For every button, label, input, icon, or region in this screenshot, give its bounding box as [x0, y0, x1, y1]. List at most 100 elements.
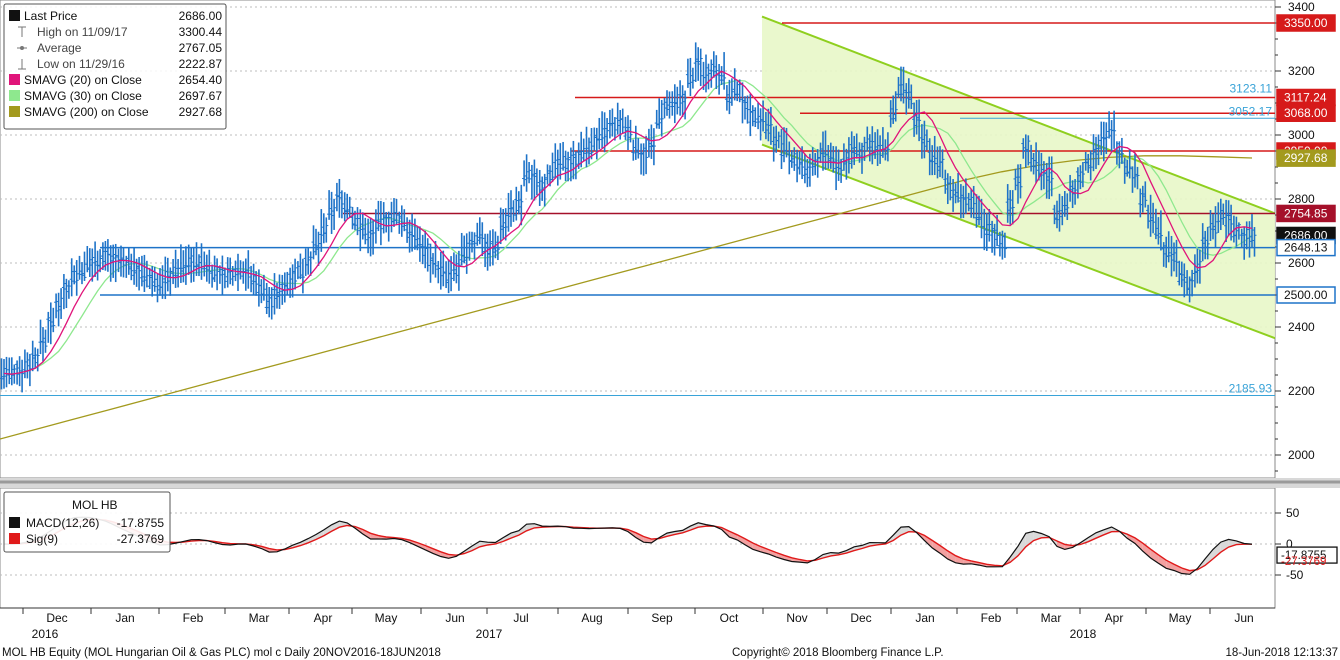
macd-fill-segment	[300, 538, 309, 546]
channel-upper-line	[761, 15, 1275, 215]
macd-y-tick-label: 0	[1286, 537, 1293, 551]
legend-row: Last Price 2686.00	[9, 9, 222, 23]
macd-fill-segment	[1166, 560, 1174, 571]
y-tick-label: 2400	[1288, 320, 1315, 334]
macd-fill-segment	[823, 552, 831, 558]
macd-fill-segment	[308, 534, 316, 543]
macd-legend-name: MACD(12,26)	[26, 516, 99, 530]
level-box-label: 3068.00	[1276, 104, 1336, 122]
macd-legend-swatch	[9, 517, 20, 528]
x-month-label: Dec	[850, 611, 871, 625]
legend-name: SMAVG (30) on Close	[24, 89, 142, 103]
legend-value: 2767.05	[179, 41, 223, 55]
level-box	[1276, 14, 1336, 32]
level-text-label: 2185.93	[1229, 382, 1273, 396]
macd-fill-segment	[1088, 532, 1096, 542]
macd-fill-segment	[1103, 527, 1112, 535]
level-text-label: 3052.17	[1229, 104, 1273, 118]
level-box	[1276, 286, 1336, 304]
level-box	[1276, 204, 1336, 223]
legend-swatch	[9, 90, 20, 101]
macd-fill-segment	[331, 521, 340, 532]
x-month-label: Mar	[249, 611, 270, 625]
macd-fill-segment	[768, 549, 777, 558]
x-month-label: Dec	[46, 611, 67, 625]
x-month-label: Apr	[314, 611, 333, 625]
macd-legend-row: MACD(12,26) -17.8755	[9, 516, 164, 530]
level-box-text: 2927.68	[1284, 151, 1328, 165]
date-x-axis: Dec Jan Feb Mar Apr May Jun Jul Aug Sep Oct Nov Dec J…	[0, 607, 1275, 641]
macd-fill-segment	[1018, 533, 1026, 556]
legend-value: 2927.68	[179, 105, 223, 119]
price-bars	[0, 42, 1257, 393]
legend-value: 3300.44	[179, 25, 223, 39]
macd-fill-segment	[1135, 537, 1143, 552]
macd-legend: MOL HB MACD(12,26) -17.8755 Sig(9) -27.3769	[3, 491, 171, 553]
macd-fill-segment	[1096, 529, 1104, 539]
level-labels: 3350.003123.113117.243068.003052.172950.…	[1229, 14, 1338, 568]
level-box-text: 2648.13	[1284, 241, 1328, 255]
legend-name: High on 11/09/17	[37, 25, 128, 39]
icon-avg-marker-icon	[17, 46, 27, 50]
legend-row: SMAVG (200) on Close 2927.68	[9, 105, 222, 119]
macd-fill-segment	[901, 526, 909, 536]
macd-fill-segment	[776, 552, 784, 560]
macd-fill-segment	[1220, 539, 1229, 553]
x-month-label: Feb	[981, 611, 1002, 625]
macd-fill-segment	[526, 523, 535, 531]
macd-fill-segment	[1181, 568, 1190, 575]
macd-y-tick-label: -50	[1286, 568, 1304, 582]
macd-fill-segment	[1057, 540, 1065, 550]
legend-row: SMAVG (30) on Close 2697.67	[9, 89, 222, 103]
level-box-text: 3117.24	[1284, 90, 1327, 104]
legend-name: SMAVG (20) on Close	[24, 73, 142, 87]
macd-fill-segment	[518, 524, 527, 536]
macd-fill-segment	[316, 529, 324, 540]
level-box-label: 3350.00	[1276, 14, 1336, 32]
legend-value: 2654.40	[179, 73, 223, 87]
legend-swatch	[9, 74, 20, 85]
macd-fill-segment	[362, 529, 371, 539]
level-box-text: 3068.00	[1284, 106, 1328, 120]
legend-name: Last Price	[24, 9, 78, 23]
macd-fill-segment	[643, 536, 652, 543]
legend-value: 2222.87	[179, 57, 223, 71]
macd-fill-segment	[503, 533, 511, 542]
macd-level-label: -27.3769	[1281, 556, 1326, 568]
macd-legend-row: Sig(9) -27.3769	[9, 532, 164, 546]
y-tick-label: 2600	[1288, 256, 1315, 270]
macd-fill-segment	[1150, 549, 1159, 564]
y-tick-label: 3400	[1288, 0, 1315, 14]
macd-legend-value: -27.3769	[117, 532, 165, 546]
legend-name: Low on 11/29/16	[37, 57, 125, 71]
legend-value: 2697.67	[179, 89, 223, 103]
macd-fill-segment	[932, 540, 940, 554]
footer-timestamp: 18-Jun-2018 12:13:37	[1225, 647, 1338, 659]
legend-value: 2686.00	[179, 9, 223, 23]
x-year-label: 2016	[32, 627, 59, 641]
legend-row: Low on 11/29/16 2222.87	[18, 57, 222, 71]
price-legend: Last Price 2686.00 High on 11/09/17 3300.44…	[3, 3, 227, 130]
macd-fill-segment	[323, 524, 332, 536]
macd-fill-segment	[635, 532, 644, 543]
macd-legend-swatch	[9, 533, 20, 544]
macd-fill-segment	[417, 542, 426, 550]
footer-copyright: Copyright© 2018 Bloomberg Finance L.P.	[732, 647, 944, 659]
legend-swatch	[9, 10, 20, 21]
x-month-label: Apr	[1105, 611, 1124, 625]
legend-swatch	[9, 106, 20, 117]
macd-fill-segment	[940, 545, 948, 560]
legend-row: Average 2767.05	[17, 41, 222, 55]
legend-name: Average	[37, 41, 82, 55]
footer-security-info: MOL HB Equity (MOL Hungarian Oil & Gas P…	[2, 647, 441, 659]
level-box-text: 3350.00	[1284, 16, 1328, 30]
macd-level-text: -27.3769	[1281, 556, 1326, 568]
y-tick-label: 3000	[1288, 128, 1315, 142]
x-year-label: 2017	[476, 627, 503, 641]
macd-fill-segment	[924, 535, 933, 548]
macd-fill-segment	[1158, 554, 1167, 569]
x-month-label: Feb	[183, 611, 204, 625]
macd-legend-value: -17.8755	[117, 516, 165, 530]
level-box-text: 2754.85	[1284, 206, 1328, 220]
